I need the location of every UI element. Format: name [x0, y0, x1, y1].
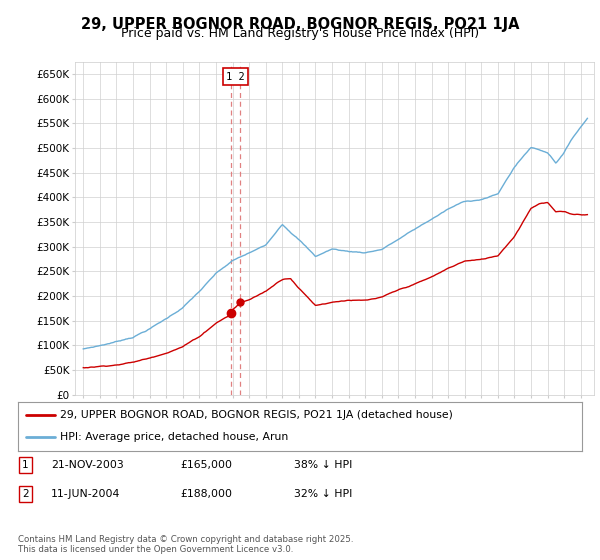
Text: £165,000: £165,000 — [180, 460, 232, 470]
Text: £188,000: £188,000 — [180, 489, 232, 499]
Text: 38% ↓ HPI: 38% ↓ HPI — [294, 460, 352, 470]
Text: 2: 2 — [22, 489, 29, 499]
Text: HPI: Average price, detached house, Arun: HPI: Average price, detached house, Arun — [60, 432, 289, 442]
Text: Price paid vs. HM Land Registry's House Price Index (HPI): Price paid vs. HM Land Registry's House … — [121, 27, 479, 40]
Text: 32% ↓ HPI: 32% ↓ HPI — [294, 489, 352, 499]
Text: 11-JUN-2004: 11-JUN-2004 — [51, 489, 121, 499]
Text: 1: 1 — [22, 460, 29, 470]
Text: 21-NOV-2003: 21-NOV-2003 — [51, 460, 124, 470]
Text: Contains HM Land Registry data © Crown copyright and database right 2025.
This d: Contains HM Land Registry data © Crown c… — [18, 535, 353, 554]
Text: 1 2: 1 2 — [226, 72, 245, 82]
Text: 29, UPPER BOGNOR ROAD, BOGNOR REGIS, PO21 1JA: 29, UPPER BOGNOR ROAD, BOGNOR REGIS, PO2… — [81, 17, 519, 32]
Text: 29, UPPER BOGNOR ROAD, BOGNOR REGIS, PO21 1JA (detached house): 29, UPPER BOGNOR ROAD, BOGNOR REGIS, PO2… — [60, 410, 453, 420]
